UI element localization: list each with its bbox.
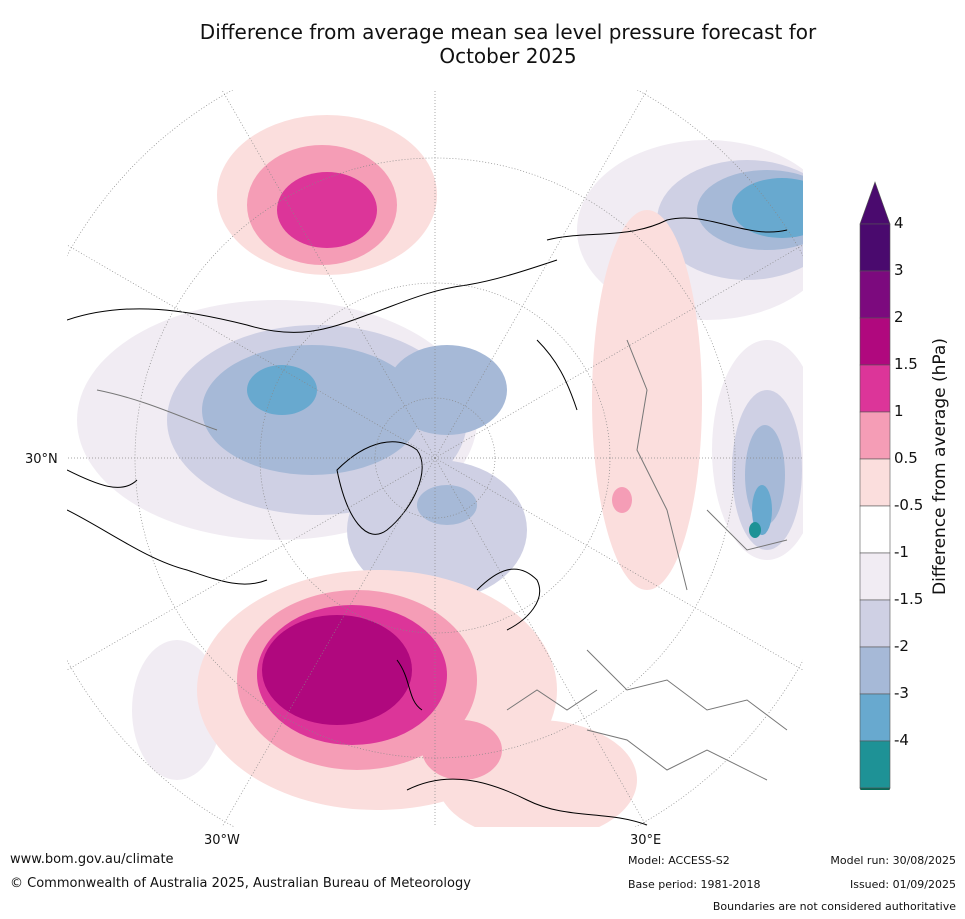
colorbar: 4 3 2 1.5 1 0.5 -0.5 -1 -1.5 -2 -3 -4 [859, 181, 923, 790]
colorbar-tick-label: 0.5 [894, 449, 918, 467]
colorbar-bin [859, 599, 891, 648]
copyright-text: © Commonwealth of Australia 2025, Austra… [10, 876, 471, 891]
colorbar-tick-label: -1.5 [894, 590, 923, 608]
lon-label-30w: 30°W [204, 833, 240, 848]
title-line-1: Difference from average mean sea level p… [199, 20, 817, 44]
lon-label-30e: 30°E [630, 833, 662, 848]
title-line-2: October 2025 [439, 44, 577, 68]
colorbar-tick-label: 4 [894, 214, 904, 232]
colorbar-tick-label: -3 [894, 684, 909, 702]
colorbar-bin [859, 646, 891, 695]
colorbar-bin [859, 552, 891, 601]
colorbar-tick-label: 1.5 [894, 355, 918, 373]
colorbar-over-arrow [859, 181, 891, 225]
colorbar-bin [859, 411, 891, 460]
pressure-anomaly-map [67, 90, 803, 827]
disclaimer-text: Boundaries are not considered authoritat… [712, 900, 956, 913]
colorbar-tick-label: -2 [894, 637, 909, 655]
positive-anomaly-regions [197, 115, 702, 827]
colorbar-tick-label: 2 [894, 308, 904, 326]
colorbar-tick-label: -0.5 [894, 496, 923, 514]
colorbar-bin [859, 505, 891, 554]
colorbar-bin [859, 693, 891, 742]
colorbar-tick-label: -4 [894, 731, 909, 749]
graticule [67, 90, 803, 827]
map-title: Difference from average mean sea level p… [150, 20, 866, 68]
model-text: Model: ACCESS-S2 [628, 854, 730, 867]
lat-label-30n: 30°N [25, 452, 58, 467]
base-period-text: Base period: 1981-2018 [628, 878, 761, 891]
colorbar-tick-label: 1 [894, 402, 904, 420]
colorbar-bin [859, 740, 891, 789]
colorbar-bin [859, 270, 891, 319]
colorbar-bin [859, 317, 891, 366]
coastlines [67, 217, 788, 826]
colorbar-bin [859, 458, 891, 507]
colorbar-bin [859, 223, 891, 272]
website-link[interactable]: www.bom.gov.au/climate [10, 852, 174, 867]
colorbar-under-arrow [859, 787, 891, 790]
model-run-text: Model run: 30/08/2025 [830, 854, 956, 867]
issued-text: Issued: 01/09/2025 [849, 878, 956, 891]
colorbar-bin [859, 364, 891, 413]
colorbar-tick-label: -1 [894, 543, 909, 561]
colorbar-title: Difference from average (hPa) [930, 338, 950, 595]
colorbar-tick-label: 3 [894, 261, 904, 279]
